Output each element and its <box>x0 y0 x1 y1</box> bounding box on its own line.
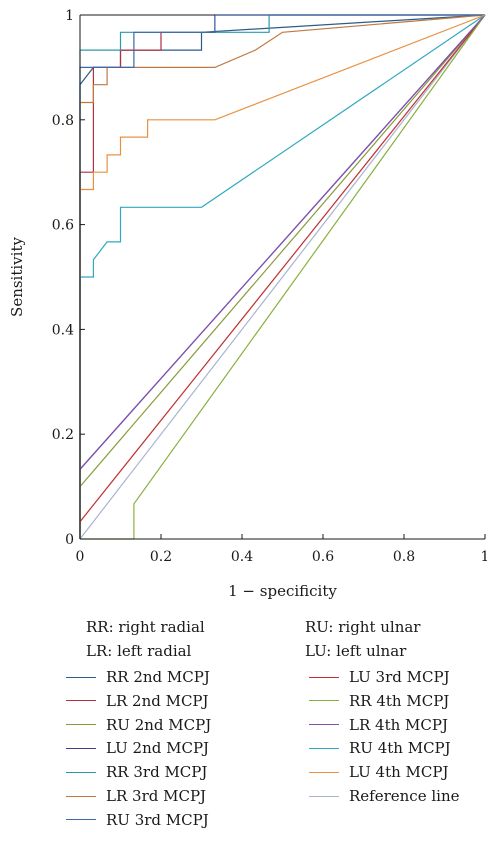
legend-item: LR 2nd MCPJ <box>66 691 209 711</box>
tick-labels: 0 0.2 0.4 0.6 0.8 1 0 0.2 0.4 0.6 0.8 1 <box>52 8 487 565</box>
plot-lines <box>79 14 486 540</box>
series-line-lu-3rd-mcpj <box>79 14 486 523</box>
legend-swatch <box>66 747 96 749</box>
y-tick-label: 0 <box>65 532 74 548</box>
legend-label: LU 4th MCPJ <box>349 763 449 782</box>
x-tick-label: 0.8 <box>393 549 415 565</box>
legend-label: LR 2nd MCPJ <box>106 691 209 710</box>
legend-item: RR 2nd MCPJ <box>66 667 210 687</box>
x-tick-label: 0 <box>76 549 85 565</box>
legend-label: LR 4th MCPJ <box>349 715 448 734</box>
legend-item: LU 3rd MCPJ <box>309 667 450 687</box>
y-tick-label: 0.8 <box>52 113 74 129</box>
x-tick-label: 0.6 <box>312 549 334 565</box>
legend-item: RR 4th MCPJ <box>309 691 449 711</box>
legend-swatch <box>309 700 339 702</box>
legend-label: RU 3rd MCPJ <box>106 810 209 829</box>
legend-abbreviation-lu: LU: left ulnar <box>305 642 407 660</box>
y-tick-label: 0.4 <box>52 322 74 338</box>
legend-item: RR 3rd MCPJ <box>66 762 207 782</box>
y-tick-label: 0.2 <box>52 427 74 443</box>
legend-item: LU 4th MCPJ <box>309 762 449 782</box>
legend-item: Reference line <box>309 786 460 806</box>
legend-swatch <box>66 819 96 821</box>
legend-label: RR 4th MCPJ <box>349 691 450 710</box>
series-line-lu-4th-mcpj <box>79 14 486 539</box>
legend-swatch <box>309 676 339 678</box>
legend-swatch <box>66 795 96 797</box>
legend-label: RR 3rd MCPJ <box>106 763 208 782</box>
series-line-reference-line <box>79 14 486 540</box>
y-axis-label: Sensitivity <box>8 237 26 317</box>
legend-swatch <box>309 724 339 726</box>
legend-swatch <box>309 795 339 797</box>
legend-item: RU 3rd MCPJ <box>66 810 209 830</box>
legend-label: LU 2nd MCPJ <box>106 739 210 758</box>
legend-item: RU 4th MCPJ <box>309 738 451 758</box>
legend-swatch <box>66 676 96 678</box>
legend-swatch <box>66 724 96 726</box>
legend-label: Reference line <box>349 787 460 805</box>
series-line-ru-4th-mcpj <box>79 14 486 539</box>
legend-label: RU 2nd MCPJ <box>106 715 212 734</box>
legend-item: LR 4th MCPJ <box>309 715 448 735</box>
legend-label: LU 3rd MCPJ <box>349 668 450 686</box>
legend-label: RU 4th MCPJ <box>349 739 451 758</box>
x-tick-label: 0.4 <box>231 549 253 565</box>
series-line-ru-2nd-mcpj <box>79 14 486 487</box>
legend-swatch <box>309 771 339 773</box>
legend-label: RR 2nd MCPJ <box>106 668 210 686</box>
legend-abbreviation-rr: RR: right radial <box>86 618 205 636</box>
axes <box>79 14 486 540</box>
y-tick-label: 1 <box>65 8 74 24</box>
legend-item: RU 2nd MCPJ <box>66 715 211 735</box>
legend-item: LR 3rd MCPJ <box>66 786 206 806</box>
legend-swatch <box>309 747 339 749</box>
y-tick-label: 0.6 <box>52 218 74 234</box>
legend-abbreviation-ru: RU: right ulnar <box>305 618 421 636</box>
legend-abbreviation-lr: LR: left radial <box>86 642 192 660</box>
series-line-lr-4th-mcpj <box>79 14 486 470</box>
legend-label: LR 3rd MCPJ <box>106 787 207 805</box>
roc-chart: 0 0.2 0.4 0.6 0.8 1 0 0.2 0.4 0.6 0.8 1 1 − specifi… <box>8 8 487 600</box>
legend-swatch <box>66 700 96 702</box>
x-tick-label: 1 <box>481 549 487 565</box>
x-tick-label: 0.2 <box>150 549 172 565</box>
legend-swatch <box>66 771 96 773</box>
legend-item: LU 2nd MCPJ <box>66 738 209 758</box>
series-line-lr-3rd-mcpj <box>79 14 486 539</box>
x-axis-label: 1 − specificity <box>228 582 337 600</box>
